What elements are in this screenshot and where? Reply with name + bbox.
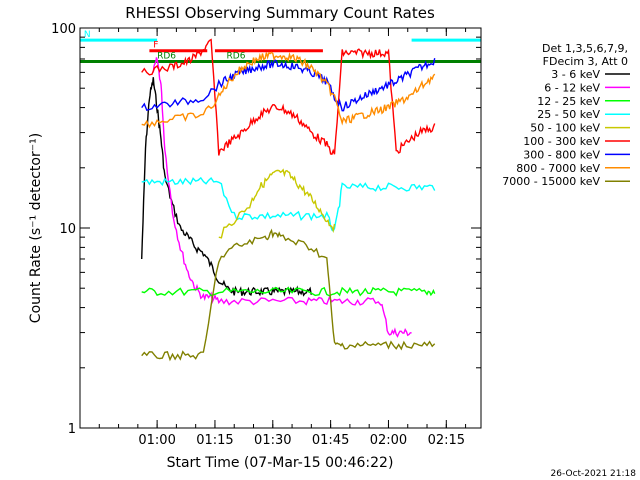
y-tick-label: 10 (59, 222, 76, 237)
legend-label: 12 - 25 keV (537, 95, 600, 108)
y-axis-label: Count Rate (s⁻¹ detector⁻¹) (28, 133, 44, 323)
y-axis: 1 10 100 (51, 22, 481, 437)
legend-label: 3 - 6 keV (551, 68, 600, 81)
plot-frame (79, 27, 482, 429)
legend-label: 800 - 7000 keV (516, 162, 600, 175)
legend-label: 300 - 800 keV (523, 148, 600, 161)
legend: Det 1,3,5,6,7,9,FDecim 3, Att 03 - 6 keV… (502, 42, 630, 188)
flag-label-n: N (84, 30, 91, 40)
series-line (141, 228, 436, 362)
y-tick-label: 1 (68, 422, 76, 437)
legend-label: 7000 - 15000 keV (502, 175, 600, 188)
legend-label: 25 - 50 keV (537, 108, 600, 121)
series-line (218, 168, 336, 239)
x-tick-label: 01:15 (196, 433, 233, 448)
x-tick-label: 01:30 (254, 433, 291, 448)
y-tick-label: 100 (51, 22, 76, 37)
x-axis-label: Start Time (07-Mar-15 00:46:22) (167, 455, 394, 471)
x-tick-label: 01:45 (312, 433, 349, 448)
legend-header: FDecim 3, Att 0 (543, 55, 628, 68)
legend-label: 6 - 12 keV (544, 81, 600, 94)
x-tick-label: 02:00 (370, 433, 407, 448)
x-tick-label: 02:15 (428, 433, 465, 448)
legend-header: Det 1,3,5,6,7,9, (542, 42, 628, 55)
series-layer (141, 38, 436, 362)
legend-label: 100 - 300 keV (523, 135, 600, 148)
x-axis: 01:00 01:15 01:30 01:45 02:00 02:15 (98, 28, 467, 448)
series-line (141, 58, 436, 112)
flag-label-f: F (153, 41, 158, 51)
x-tick-label: 01:00 (138, 433, 175, 448)
series-line (152, 57, 412, 338)
chart-title: RHESSI Observing Summary Count Rates (125, 4, 435, 22)
series-line (141, 77, 312, 297)
legend-label: 50 - 100 keV (530, 122, 600, 135)
footer-timestamp: 26-Oct-2021 21:18 (551, 469, 637, 479)
flag-label-rd6: RD6 (227, 51, 246, 61)
series-line (141, 51, 436, 129)
series-line (141, 38, 436, 156)
series-line (141, 176, 436, 232)
flag-label-rd6: RD6 (157, 51, 176, 61)
series-line (141, 286, 436, 297)
